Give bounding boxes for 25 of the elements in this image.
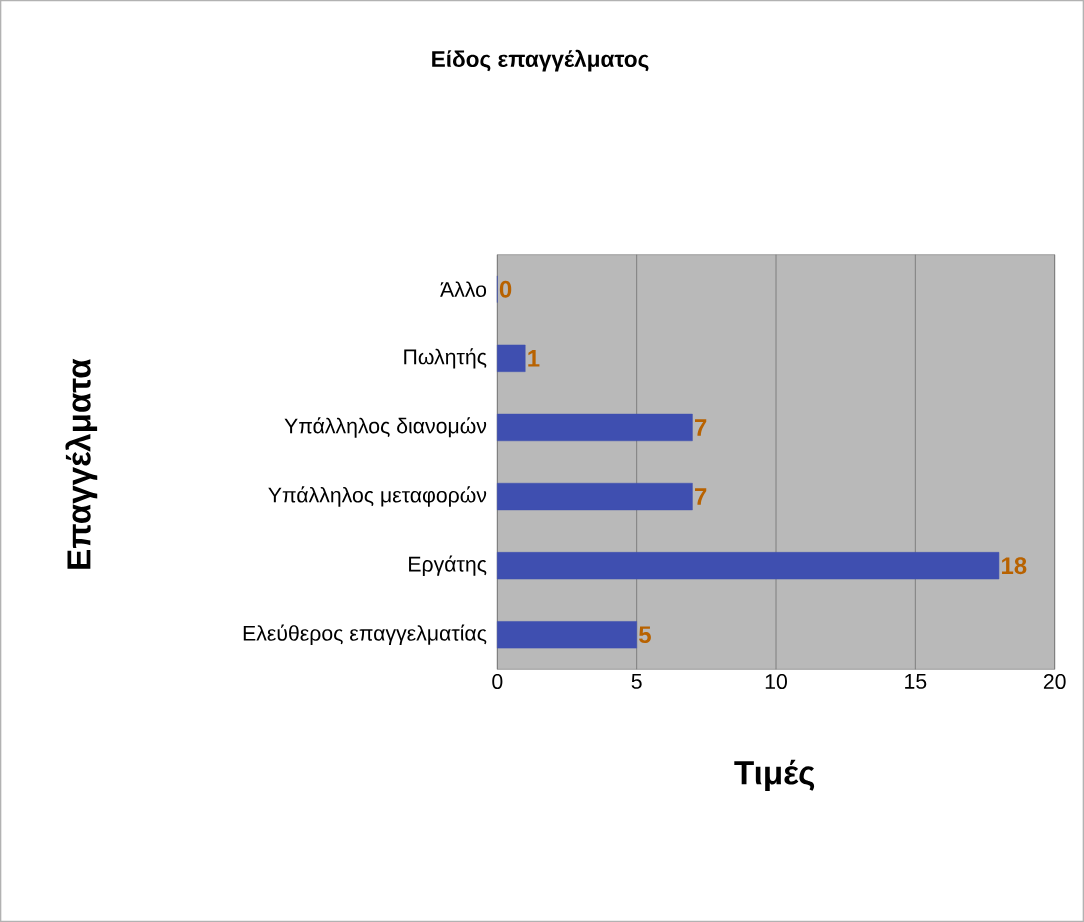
y-tick-label: Πωλητής [404,348,487,369]
x-axis-title: Τιμές [734,759,815,791]
x-tick-label: 5 [631,674,642,689]
x-tick-label: 0 [492,674,503,690]
y-tick-label: Άλλο [440,281,487,298]
data-label: 18 [1002,557,1027,575]
x-tick-label: 10 [765,674,787,690]
chart-title: Είδος επαγγέλματος [432,49,649,72]
bar [497,621,637,649]
y-axis-title: Επαγγέλματα [65,358,98,569]
bar [497,552,1000,580]
data-label: 1 [528,350,540,367]
y-tick-label: Ελεύθερος επαγγελματίας [243,624,487,645]
x-tick-label: 20 [1043,674,1066,690]
data-label: 5 [638,626,651,644]
bar [497,344,526,372]
y-tick-label: Εργάτης [409,555,487,576]
y-tick-label: Υπάλληλος μεταφορών [268,486,487,507]
y-tick-label: Υπάλληλος διανομών [284,417,487,438]
data-label: 7 [695,488,707,505]
bar [497,413,693,442]
data-label: 0 [499,280,512,298]
bar [497,482,693,511]
x-tick-label: 15 [905,674,927,689]
data-label: 7 [695,419,707,436]
